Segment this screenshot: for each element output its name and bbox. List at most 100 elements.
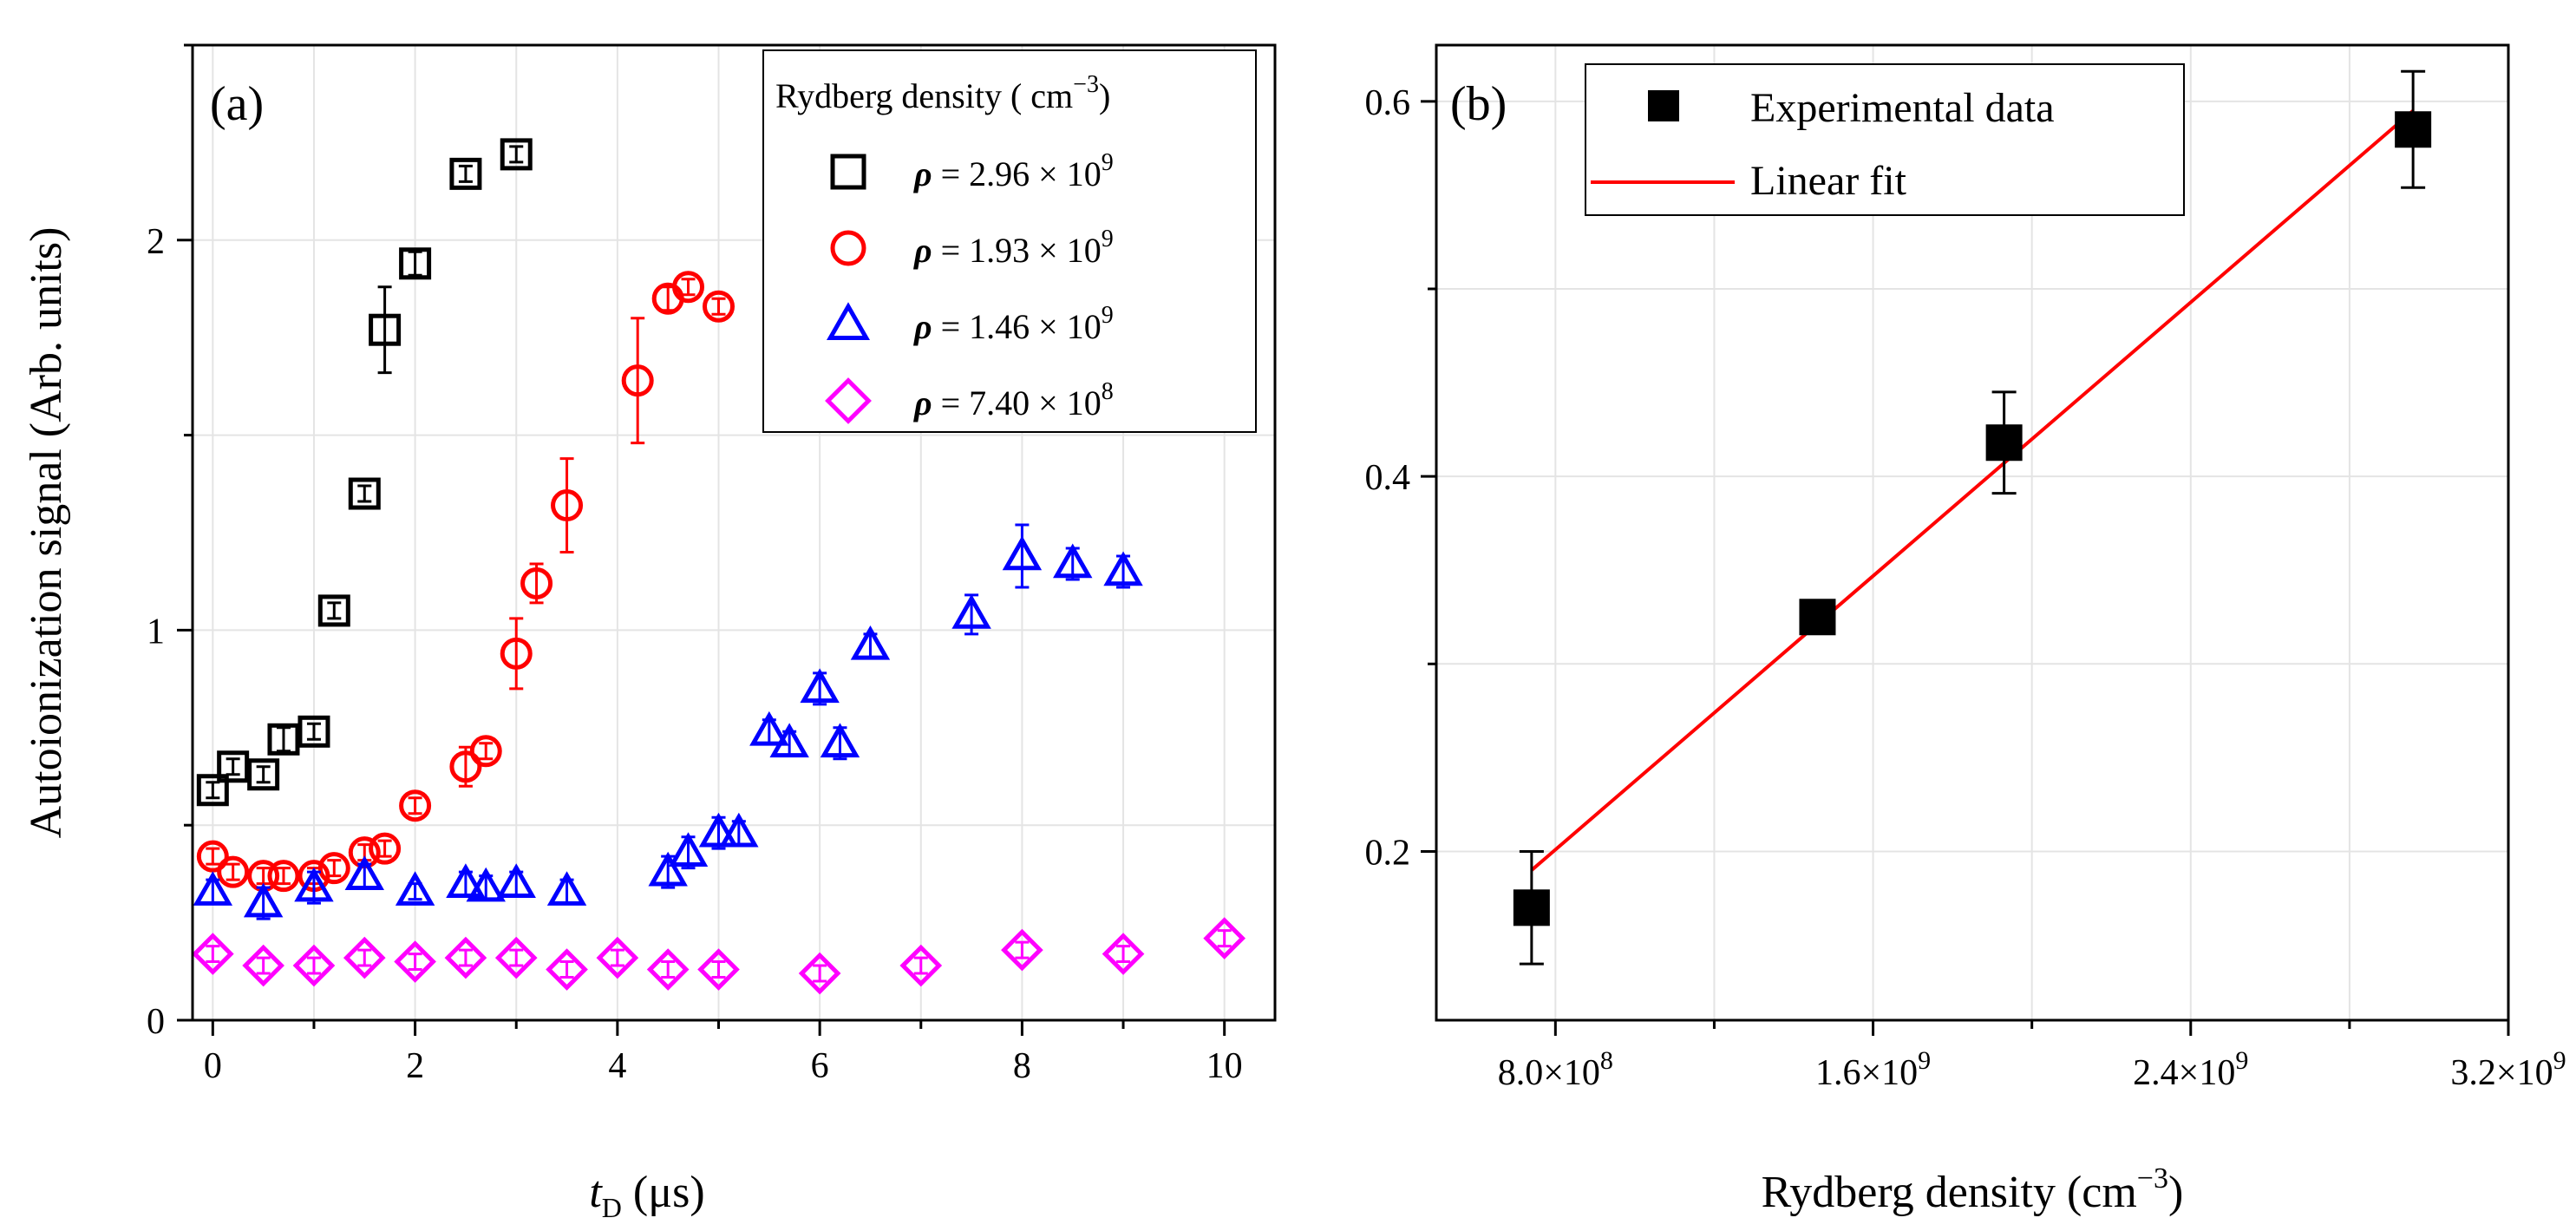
legend-b-data-marker bbox=[1648, 90, 1679, 121]
data-point bbox=[520, 566, 553, 599]
panel-a-x-axis-label: tD (μs) bbox=[589, 1168, 704, 1223]
data-point bbox=[546, 871, 587, 906]
data-point bbox=[399, 789, 432, 822]
x-tick-label: 3.2×109 bbox=[2450, 1046, 2566, 1093]
data-point bbox=[242, 944, 284, 987]
x-tick-label: 1.6×109 bbox=[1815, 1046, 1931, 1093]
panel-a-data bbox=[191, 138, 1246, 995]
data-point bbox=[191, 933, 234, 975]
panel-a-y-axis-label: Autoionization signal (Arb. units) bbox=[22, 227, 71, 839]
data-point bbox=[494, 936, 538, 979]
experimental-data-point bbox=[1799, 599, 1836, 636]
data-point bbox=[449, 750, 482, 783]
data-point bbox=[294, 867, 334, 902]
data-point bbox=[317, 594, 350, 627]
panel-b-legend: Experimental data Linear fit bbox=[1585, 63, 2185, 216]
legend-b-box bbox=[1585, 63, 2185, 216]
data-point bbox=[317, 852, 350, 885]
x-tick-label: 2.4×109 bbox=[2133, 1046, 2248, 1093]
data-point bbox=[449, 157, 482, 190]
data-point bbox=[719, 812, 759, 848]
data-point bbox=[1102, 933, 1145, 975]
legend-a-title: Rydberg density ( cm−3) bbox=[775, 71, 1110, 115]
data-point bbox=[369, 313, 402, 346]
panel-b-label: (b) bbox=[1450, 77, 1507, 131]
legend-b-fit-label: Linear fit bbox=[1750, 158, 1907, 204]
data-point bbox=[394, 940, 436, 983]
legend-a-rows: ρ = 2.96 × 109 ρ = 1.93 × 109 ρ = 1.46 × 1… bbox=[825, 149, 1114, 424]
x-tick-label: 2 bbox=[406, 1046, 424, 1086]
experimental-data-point bbox=[2395, 111, 2432, 148]
y-tick-label: 0.6 bbox=[1365, 83, 1411, 123]
data-point bbox=[1001, 928, 1043, 972]
data-point bbox=[348, 477, 381, 510]
data-point bbox=[292, 944, 336, 987]
x-tick-label: 10 bbox=[1206, 1046, 1243, 1086]
data-point bbox=[648, 851, 688, 887]
legend-a-label: ρ = 7.40 × 108 bbox=[913, 378, 1114, 422]
data-point bbox=[672, 271, 705, 304]
legend-b-data-label: Experimental data bbox=[1750, 85, 2055, 131]
data-point bbox=[800, 668, 840, 704]
data-point bbox=[820, 723, 860, 758]
data-point bbox=[951, 593, 991, 629]
data-point bbox=[344, 855, 384, 890]
data-point bbox=[899, 944, 943, 987]
x-tick-label: 6 bbox=[811, 1046, 829, 1086]
data-point bbox=[1203, 917, 1246, 959]
legend-a-marker bbox=[825, 377, 872, 424]
series-circle bbox=[196, 271, 736, 893]
data-point bbox=[444, 936, 487, 979]
panel-b-ticks: 8.0×108 1.6×109 2.4×109 3.2×109 0.2 0.4 0.6 bbox=[1365, 83, 2566, 1093]
data-point bbox=[469, 735, 502, 768]
legend-a-marker bbox=[830, 154, 866, 190]
data-point bbox=[621, 364, 654, 397]
series-diamond bbox=[191, 917, 1246, 995]
data-point bbox=[1002, 535, 1043, 571]
legend-a-label: ρ = 2.96 × 109 bbox=[913, 149, 1114, 193]
data-point bbox=[196, 840, 229, 873]
legend-a-box bbox=[762, 49, 1257, 433]
legend-a-marker bbox=[826, 302, 871, 341]
x-tick-label: 4 bbox=[608, 1046, 626, 1086]
legend-a-label: ρ = 1.46 × 109 bbox=[913, 302, 1114, 346]
data-point bbox=[668, 832, 709, 867]
panel-a-ticks: 0 2 4 6 8 10 0 1 2 bbox=[147, 43, 1243, 1086]
data-point bbox=[217, 855, 250, 888]
y-tick-label: 1 bbox=[147, 612, 165, 652]
data-point bbox=[1103, 551, 1143, 586]
data-point bbox=[798, 952, 841, 995]
x-tick-label: 0 bbox=[204, 1046, 222, 1086]
panel-b-data bbox=[1513, 69, 2432, 966]
data-point bbox=[698, 812, 739, 848]
data-point bbox=[395, 871, 435, 906]
data-point bbox=[596, 936, 639, 979]
y-tick-label: 2 bbox=[147, 222, 165, 262]
data-point bbox=[697, 948, 740, 991]
data-point bbox=[500, 637, 533, 670]
panel-a-frame bbox=[191, 43, 1277, 1022]
y-tick-label: 0 bbox=[147, 1002, 165, 1042]
y-tick-label: 0.4 bbox=[1365, 458, 1411, 498]
data-point bbox=[217, 750, 250, 783]
data-point bbox=[546, 948, 588, 991]
data-point bbox=[399, 247, 432, 280]
data-point bbox=[646, 948, 690, 991]
data-point bbox=[551, 489, 584, 522]
panel-b: 8.0×108 1.6×109 2.4×109 3.2×109 0.2 0.4 0.6 (b… bbox=[1365, 43, 2566, 1217]
data-point bbox=[297, 715, 330, 748]
data-point bbox=[247, 758, 280, 791]
legend-a-label: ρ = 1.93 × 109 bbox=[913, 226, 1114, 270]
data-point bbox=[343, 936, 386, 979]
data-point bbox=[196, 774, 229, 807]
y-tick-label: 0.2 bbox=[1365, 833, 1411, 873]
data-point bbox=[749, 710, 789, 746]
data-point bbox=[267, 860, 300, 893]
data-point bbox=[446, 863, 486, 898]
data-point bbox=[1053, 543, 1093, 579]
x-tick-label: 8 bbox=[1013, 1046, 1031, 1086]
experimental-data-point bbox=[1985, 424, 2023, 462]
data-point bbox=[243, 882, 284, 918]
data-point bbox=[267, 723, 300, 756]
